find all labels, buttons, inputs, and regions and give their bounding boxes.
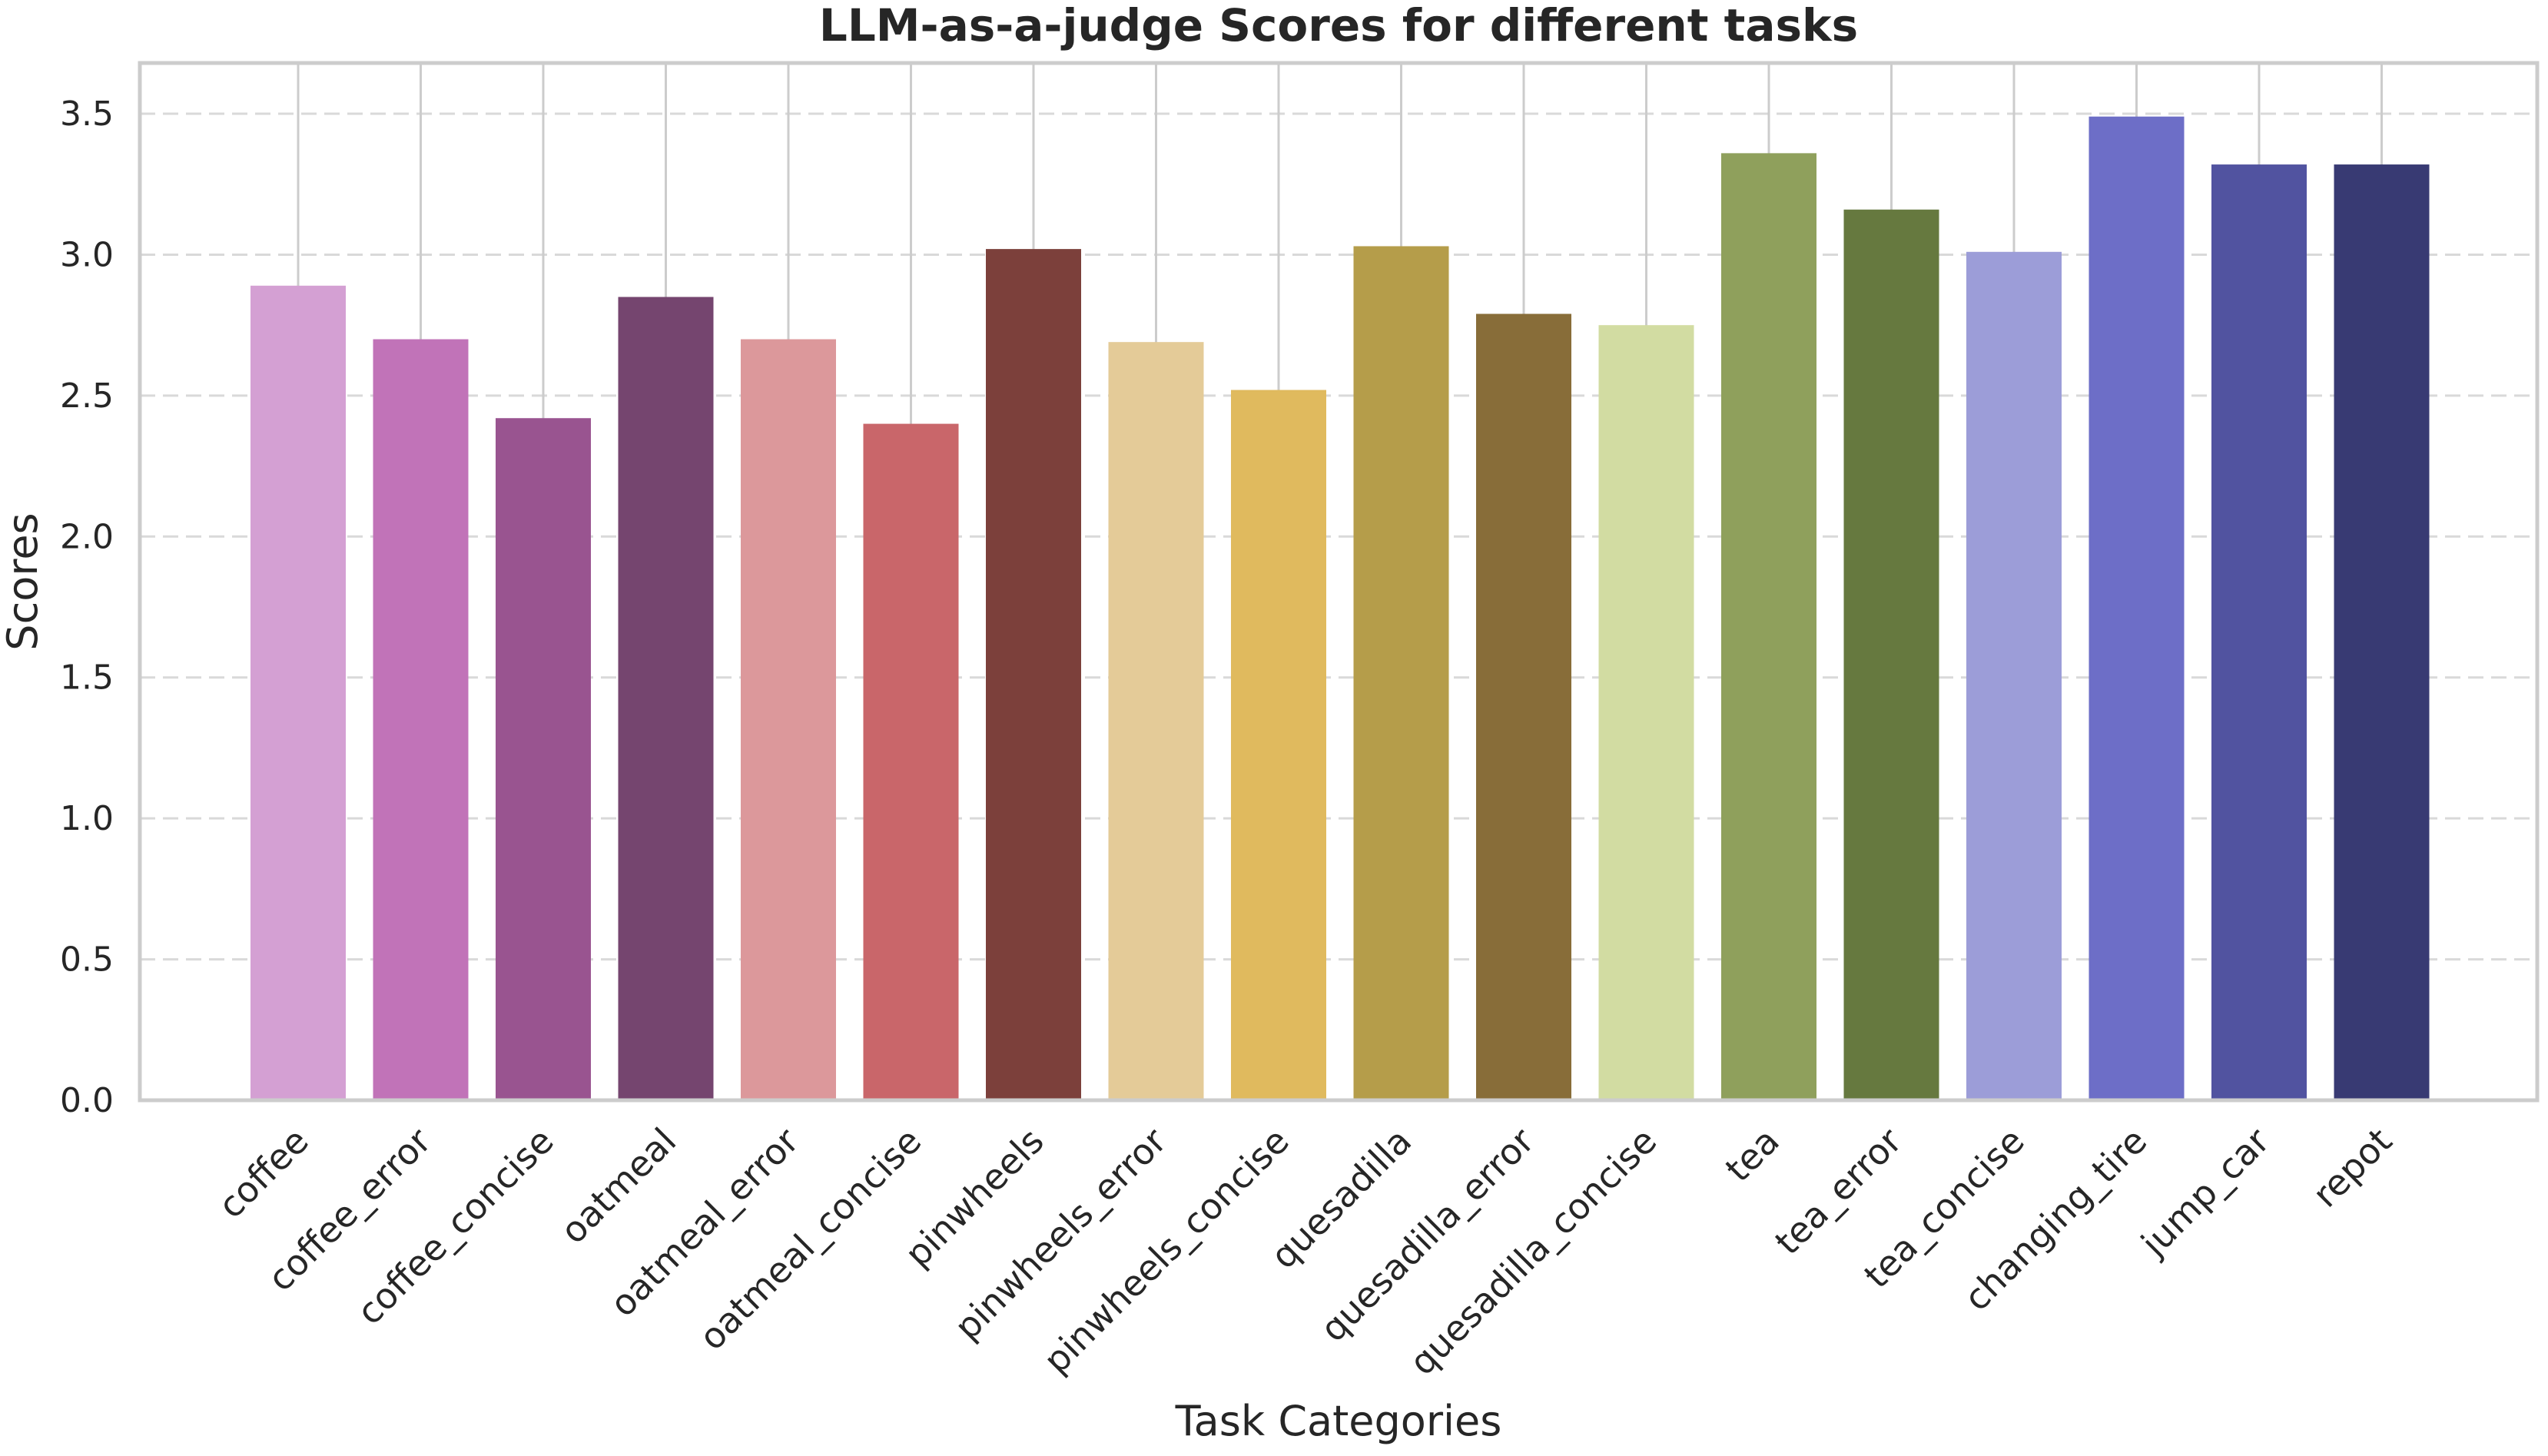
bar-oatmeal <box>618 297 714 1101</box>
y-tick-label: 1.0 <box>60 799 114 838</box>
bar-quesadilla_concise <box>1598 325 1694 1101</box>
bar-oatmeal_error <box>741 339 836 1100</box>
y-tick-label: 2.5 <box>60 376 114 416</box>
x-axis-label: Task Categories <box>1175 1397 1502 1445</box>
y-tick-label: 1.5 <box>60 658 114 698</box>
y-axis-label: Scores <box>0 512 47 650</box>
bar-oatmeal_concise <box>863 423 959 1100</box>
bar-repot <box>2334 164 2430 1101</box>
bar-changing_tire <box>2088 116 2185 1101</box>
bar-tea <box>1721 153 1816 1100</box>
bar-coffee_concise <box>496 418 591 1100</box>
bar-pinwheels <box>986 249 1081 1100</box>
y-tick-label: 0.0 <box>60 1081 114 1120</box>
bar-jump_car <box>2211 164 2307 1101</box>
plot-frame <box>138 61 2540 1103</box>
chart-title: LLM-as-a-judge Scores for different task… <box>819 0 1858 51</box>
bar-coffee <box>250 285 346 1100</box>
bar-tea_error <box>1843 209 1939 1100</box>
bar-quesadilla_error <box>1476 313 1571 1100</box>
bar-coffee_error <box>373 339 469 1100</box>
y-tick-label: 3.5 <box>60 95 114 134</box>
bar-pinwheels_concise <box>1231 390 1326 1101</box>
y-tick-labels: 0.0 0.5 1.0 1.5 2.0 2.5 3.0 3.5 <box>60 95 114 1120</box>
bar-pinwheels_error <box>1108 342 1204 1101</box>
y-tick-label: 3.0 <box>60 235 114 274</box>
bar-layer <box>250 116 2430 1101</box>
bar-tea_concise <box>1966 251 2062 1100</box>
y-tick-label: 0.5 <box>60 940 114 980</box>
y-tick-label: 2.0 <box>60 517 114 556</box>
bar-quesadilla <box>1353 246 1449 1101</box>
